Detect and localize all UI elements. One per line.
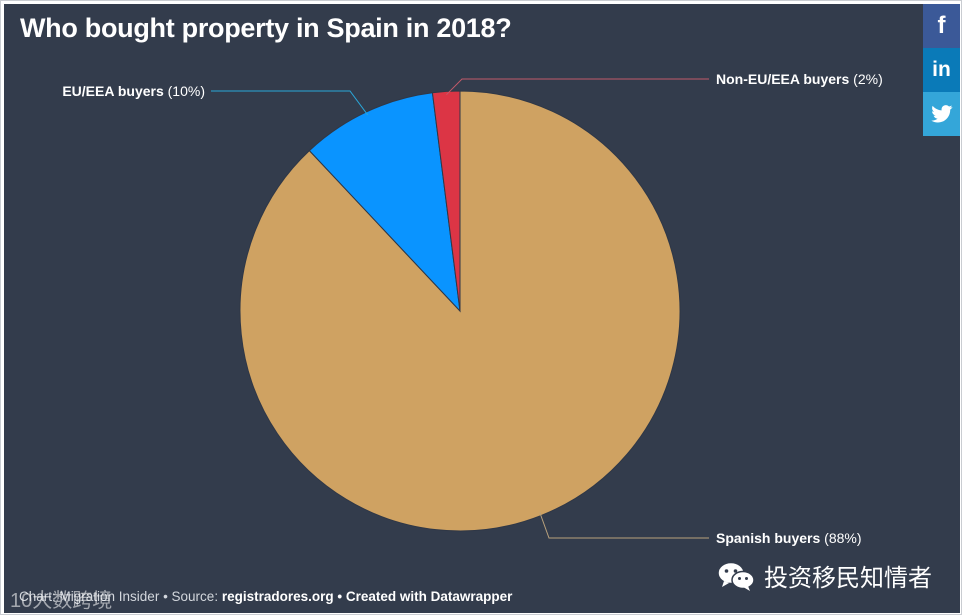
facebook-icon: f bbox=[937, 12, 946, 39]
pie-chart: Spanish buyers (88%) EU/EEA buyers (10%) N… bbox=[62, 71, 883, 546]
facebook-share-button[interactable]: f bbox=[923, 4, 960, 48]
slice-label-name: Spanish buyers bbox=[716, 530, 824, 546]
leader-line-3 bbox=[446, 78, 709, 96]
slice-label-1: Spanish buyers (88%) bbox=[716, 530, 862, 546]
slice-label-2: EU/EEA buyers (10%) bbox=[62, 83, 205, 99]
chart-footer: Chart: Migration Insider • Source: regis… bbox=[19, 589, 512, 604]
linkedin-share-button[interactable]: in bbox=[923, 48, 960, 92]
slice-label-value: (2%) bbox=[853, 71, 883, 87]
footer-source-sep: • Source: bbox=[159, 589, 222, 604]
footer-chart-prefix: Chart: bbox=[19, 589, 60, 604]
slice-label-name: EU/EEA buyers bbox=[62, 83, 167, 99]
watermark-left: 10大数跨境 bbox=[10, 590, 113, 612]
twitter-icon bbox=[930, 105, 952, 123]
pie-slice-2[interactable] bbox=[308, 92, 461, 313]
twitter-share-button[interactable] bbox=[923, 92, 960, 136]
leader-line-1 bbox=[539, 512, 709, 539]
watermark-right-text: 投资移民知情者 bbox=[764, 565, 932, 592]
chart-title: Who bought property in Spain in 2018? bbox=[20, 13, 512, 43]
footer-source-link[interactable]: registradores.org bbox=[221, 589, 334, 604]
watermark-right: 投资移民知情者 bbox=[716, 558, 932, 593]
wechat-icon bbox=[717, 561, 755, 591]
chart-panel: Who bought property in Spain in 2018? Sp… bbox=[4, 4, 960, 613]
footer-created-with[interactable]: • Created with Datawrapper bbox=[333, 589, 513, 604]
slice-label-value: (88%) bbox=[824, 530, 861, 546]
slice-label-3: Non-EU/EEA buyers (2%) bbox=[716, 71, 883, 87]
slice-label-value: (10%) bbox=[168, 83, 205, 99]
pie-slice-3[interactable] bbox=[431, 90, 461, 312]
leader-line-2 bbox=[211, 90, 369, 116]
slice-label-name: Non-EU/EEA buyers bbox=[716, 71, 853, 87]
footer-chart-credit: Migration Insider bbox=[59, 589, 160, 604]
linkedin-icon: in bbox=[932, 58, 951, 81]
